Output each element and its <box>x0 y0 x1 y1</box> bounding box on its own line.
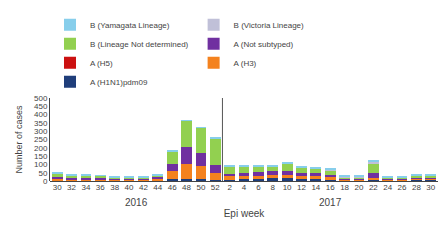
svg-text:A (H5): A (H5) <box>90 59 113 68</box>
svg-text:B (Lineage Not determined): B (Lineage Not determined) <box>90 40 189 49</box>
svg-text:6: 6 <box>256 183 261 192</box>
svg-text:46: 46 <box>168 183 177 192</box>
svg-text:50: 50 <box>38 169 47 178</box>
svg-text:32: 32 <box>67 183 76 192</box>
svg-text:40: 40 <box>125 183 134 192</box>
svg-text:500: 500 <box>34 94 48 103</box>
svg-text:A (H3): A (H3) <box>234 59 257 68</box>
svg-text:14: 14 <box>311 183 320 192</box>
svg-text:Epi week: Epi week <box>224 208 266 219</box>
svg-text:A (H1N1)pdm09: A (H1N1)pdm09 <box>90 78 148 87</box>
svg-text:48: 48 <box>182 183 191 192</box>
svg-text:42: 42 <box>139 183 148 192</box>
svg-text:18: 18 <box>340 183 349 192</box>
svg-text:8: 8 <box>271 183 276 192</box>
svg-text:B (Yamagata Lineage): B (Yamagata Lineage) <box>90 21 170 30</box>
svg-text:10: 10 <box>283 183 292 192</box>
svg-text:350: 350 <box>34 119 48 128</box>
svg-text:400: 400 <box>34 110 48 119</box>
svg-text:B (Victoria Lineage): B (Victoria Lineage) <box>234 21 304 30</box>
svg-text:Number of cases: Number of cases <box>14 105 24 174</box>
svg-text:100: 100 <box>34 160 48 169</box>
svg-text:12: 12 <box>297 183 306 192</box>
svg-text:52: 52 <box>211 183 220 192</box>
svg-text:26: 26 <box>398 183 407 192</box>
svg-text:30: 30 <box>53 183 62 192</box>
svg-text:200: 200 <box>34 144 48 153</box>
svg-text:36: 36 <box>96 183 105 192</box>
svg-text:450: 450 <box>34 102 48 111</box>
svg-text:4: 4 <box>242 183 247 192</box>
svg-text:20: 20 <box>355 183 364 192</box>
svg-text:250: 250 <box>34 135 48 144</box>
svg-text:300: 300 <box>34 127 48 136</box>
svg-text:28: 28 <box>412 183 421 192</box>
svg-text:38: 38 <box>110 183 119 192</box>
svg-text:30: 30 <box>426 183 435 192</box>
svg-text:A (Not subtyped): A (Not subtyped) <box>234 40 294 49</box>
svg-text:2: 2 <box>227 183 232 192</box>
svg-text:0: 0 <box>43 177 48 186</box>
svg-text:2016: 2016 <box>125 197 148 208</box>
svg-text:16: 16 <box>326 183 335 192</box>
svg-text:2017: 2017 <box>319 197 342 208</box>
svg-text:50: 50 <box>196 183 205 192</box>
svg-text:44: 44 <box>153 183 162 192</box>
svg-text:22: 22 <box>369 183 378 192</box>
svg-text:24: 24 <box>383 183 392 192</box>
svg-text:34: 34 <box>81 183 90 192</box>
svg-text:150: 150 <box>34 152 48 161</box>
